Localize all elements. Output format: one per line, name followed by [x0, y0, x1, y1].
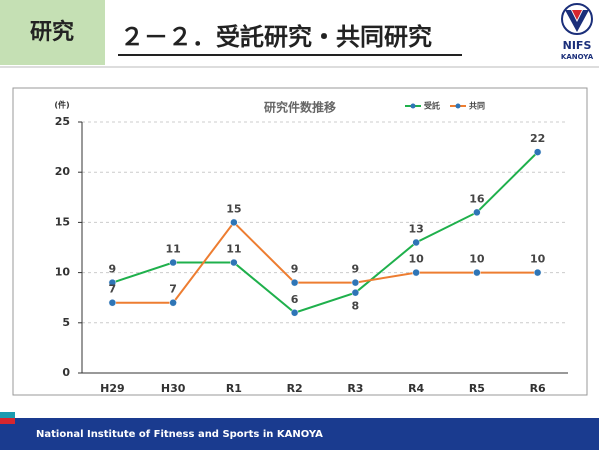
data-label: 10 — [408, 253, 424, 266]
logo-place: KANOYA — [561, 53, 594, 61]
y-tick-label: 0 — [62, 366, 70, 379]
data-label: 7 — [109, 283, 117, 296]
series-line — [112, 220, 538, 304]
x-tick-label: R4 — [408, 382, 424, 395]
tag: 研究 — [30, 19, 74, 45]
y-tick-label: 10 — [55, 266, 71, 279]
logo — [561, 3, 593, 35]
footer-text: National Institute of Fitness and Sports… — [36, 429, 323, 440]
slide-title: ２－２．受託研究・共同研究 — [120, 23, 432, 51]
x-tick-label: H29 — [100, 382, 125, 395]
y-tick-label: 20 — [55, 165, 71, 178]
data-label: 7 — [169, 283, 177, 296]
data-label: 11 — [165, 243, 180, 256]
x-tick-label: R2 — [287, 382, 303, 395]
point — [412, 238, 420, 247]
chart-title: 研究件数推移 — [264, 100, 336, 115]
data-label: 9 — [352, 263, 360, 276]
tag-box — [0, 0, 105, 65]
point — [412, 268, 420, 277]
point — [230, 218, 238, 227]
data-label: 6 — [291, 293, 299, 306]
data-label: 9 — [109, 263, 117, 276]
data-label: 11 — [226, 243, 241, 256]
point — [230, 258, 238, 267]
point — [473, 268, 481, 277]
chart-frame — [12, 87, 588, 396]
x-tick-label: R5 — [469, 382, 485, 395]
data-label: 22 — [530, 132, 545, 145]
legend-marker — [455, 103, 461, 109]
x-tick-label: R6 — [530, 382, 546, 395]
point — [290, 278, 299, 287]
point — [473, 208, 481, 217]
x-tick-label: R1 — [226, 382, 242, 395]
legend-label: 受託 — [424, 101, 440, 111]
y-tick-label: 5 — [62, 316, 70, 329]
data-label: 13 — [408, 222, 423, 235]
point — [533, 268, 542, 277]
x-tick-label: H30 — [161, 382, 186, 395]
series-line — [112, 151, 539, 314]
data-label: 15 — [226, 202, 241, 215]
point — [169, 258, 177, 267]
x-tick-label: R3 — [347, 382, 363, 395]
point — [108, 298, 117, 307]
legend-label: 共同 — [469, 101, 485, 111]
footer-band — [0, 418, 599, 450]
y-tick-label: 25 — [55, 115, 70, 128]
data-label: 10 — [469, 253, 485, 266]
data-label: 8 — [352, 300, 360, 313]
point — [351, 288, 360, 297]
point — [533, 148, 542, 156]
data-label: 10 — [530, 253, 546, 266]
accent — [0, 418, 15, 424]
point — [290, 309, 299, 317]
legend-marker — [410, 103, 416, 109]
point — [351, 278, 360, 287]
y-tick-label: 15 — [55, 215, 70, 228]
accent — [0, 412, 15, 418]
logo-name: NIFS — [563, 39, 592, 52]
point — [108, 278, 117, 287]
point — [169, 298, 177, 307]
y-unit: (件) — [54, 100, 69, 110]
data-label: 16 — [469, 192, 485, 205]
data-label: 9 — [291, 263, 299, 276]
